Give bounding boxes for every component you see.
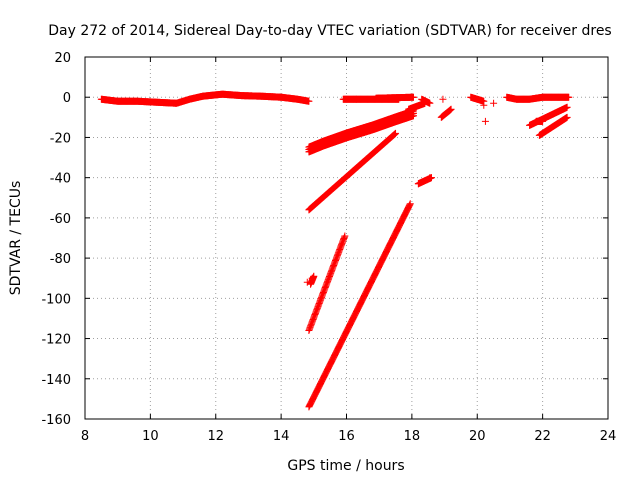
y-tick-label: -80 — [50, 252, 71, 267]
data-point — [439, 95, 447, 103]
data-point — [308, 274, 316, 282]
y-tick-label: -40 — [50, 172, 71, 187]
chart-title: Day 272 of 2014, Sidereal Day-to-day VTE… — [48, 23, 611, 39]
x-tick-label: 22 — [534, 429, 551, 444]
data-point — [421, 99, 429, 107]
data-point — [565, 93, 573, 101]
y-tick-label: 20 — [54, 51, 71, 66]
data-point — [563, 103, 571, 111]
x-tick-label: 12 — [207, 429, 224, 444]
data-point — [481, 117, 489, 125]
data-point — [410, 93, 418, 101]
data-point — [392, 129, 400, 137]
data-point — [563, 113, 571, 121]
x-tick-label: 16 — [338, 429, 355, 444]
y-tick-label: -120 — [41, 333, 71, 348]
data-point — [352, 95, 360, 103]
x-tick-label: 14 — [273, 429, 290, 444]
y-tick-label: -20 — [50, 131, 71, 146]
x-tick-label: 10 — [142, 429, 159, 444]
data-point — [305, 97, 313, 105]
x-tick-label: 20 — [469, 429, 486, 444]
y-tick-label: -60 — [50, 212, 71, 227]
data-point — [539, 117, 547, 125]
y-axis-label: SDTVAR / TECUs — [8, 181, 24, 296]
x-tick-label: 18 — [404, 429, 421, 444]
y-tick-label: -100 — [41, 292, 71, 307]
y-tick-label: -160 — [41, 413, 71, 428]
data-point — [426, 174, 434, 182]
axis-ticks: 8 10 12 14 16 18 20 22 24 20 0 -20 -40 -60 -80 -100 -120… — [41, 51, 616, 444]
data-points — [97, 90, 573, 411]
data-point — [480, 101, 488, 109]
y-tick-label: 0 — [63, 91, 71, 106]
x-axis-label: GPS time / hours — [287, 458, 404, 474]
x-tick-label: 8 — [81, 429, 89, 444]
data-point — [406, 200, 414, 208]
data-point — [303, 278, 311, 286]
y-tick-label: -140 — [41, 373, 71, 388]
data-point — [414, 180, 422, 188]
x-tick-label: 24 — [600, 429, 617, 444]
data-point — [490, 99, 498, 107]
data-point — [341, 232, 349, 240]
data-point — [447, 105, 455, 113]
